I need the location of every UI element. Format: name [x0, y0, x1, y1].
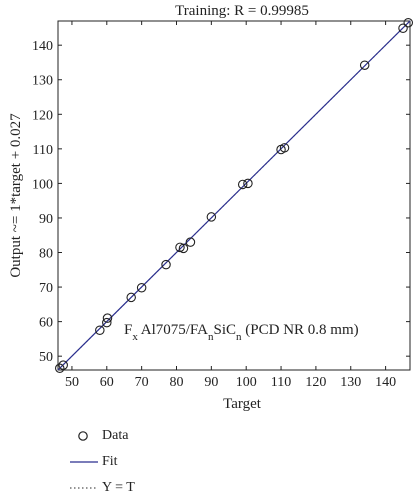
- data-point: [102, 317, 112, 328]
- data-point: [126, 292, 136, 303]
- data-point: [58, 360, 68, 370]
- data-point: [102, 313, 113, 323]
- x-tick-label: 110: [271, 375, 291, 390]
- x-tick-label: 80: [169, 375, 183, 390]
- y-tick-label: 80: [39, 247, 53, 262]
- y-tick-label: 130: [32, 74, 53, 89]
- legend: Data Fit Y = T: [60, 424, 260, 502]
- chart: 50 60 70 80 90 100 110 120 130 140 50 60 70 80 90 100 11…: [8, 3, 414, 412]
- legend-marker-circle-icon: [78, 431, 88, 441]
- x-axis-title: Target: [223, 396, 262, 412]
- data-point: [403, 17, 414, 28]
- legend-item-fit: Fit: [60, 450, 260, 476]
- legend-label-data: Data: [102, 428, 129, 443]
- data-point: [178, 243, 189, 254]
- data-point: [359, 60, 370, 70]
- fit-line: [57, 20, 411, 371]
- y-tick-label: 100: [32, 177, 53, 192]
- legend-line-icon: [70, 461, 98, 463]
- x-tick-label: 120: [305, 375, 326, 390]
- y-tick-label: 50: [39, 350, 53, 365]
- plot-frame: [57, 20, 411, 371]
- y-tick-label: 140: [32, 39, 53, 54]
- x-tick-label: 140: [375, 375, 396, 390]
- legend-label-fit: Fit: [102, 454, 118, 469]
- y-tick-label: 60: [39, 316, 53, 331]
- data-point: [136, 283, 147, 293]
- data-point: [95, 325, 105, 336]
- y-tick-label: 120: [32, 108, 53, 123]
- plot-annotation: Fx Al7075/FAnSiCn (PCD NR 0.8 mm): [124, 322, 359, 343]
- data-point: [237, 179, 248, 190]
- data-point: [243, 178, 253, 189]
- legend-item-data: Data: [60, 424, 260, 450]
- legend-label-identity: Y = T: [102, 480, 135, 495]
- data-point: [185, 237, 196, 247]
- plot-area: 50 60 70 80 90 100 110 120 130 140 50 60 70 80 90 100 11…: [8, 3, 414, 412]
- x-tick-label: 100: [236, 375, 257, 390]
- x-tick-label: 90: [204, 375, 218, 390]
- data-point: [398, 23, 408, 34]
- y-axis-title: Output ~= 1*target + 0.027: [8, 113, 24, 278]
- data-point: [206, 212, 217, 222]
- data-point: [161, 259, 171, 270]
- data-point: [279, 143, 290, 153]
- y-tick-label: 110: [33, 143, 53, 158]
- chart-title: Training: R = 0.99985: [175, 3, 309, 19]
- legend-item-identity: Y = T: [60, 476, 260, 502]
- x-tick-label: 60: [100, 375, 114, 390]
- x-tick-label: 50: [65, 375, 79, 390]
- x-tick-label: 70: [135, 375, 149, 390]
- x-tick-label: 130: [340, 375, 361, 390]
- y-tick-label: 90: [39, 212, 53, 227]
- data-point: [54, 363, 65, 374]
- y-tick-label: 70: [39, 281, 53, 296]
- legend-dotted-line-icon: [70, 487, 98, 489]
